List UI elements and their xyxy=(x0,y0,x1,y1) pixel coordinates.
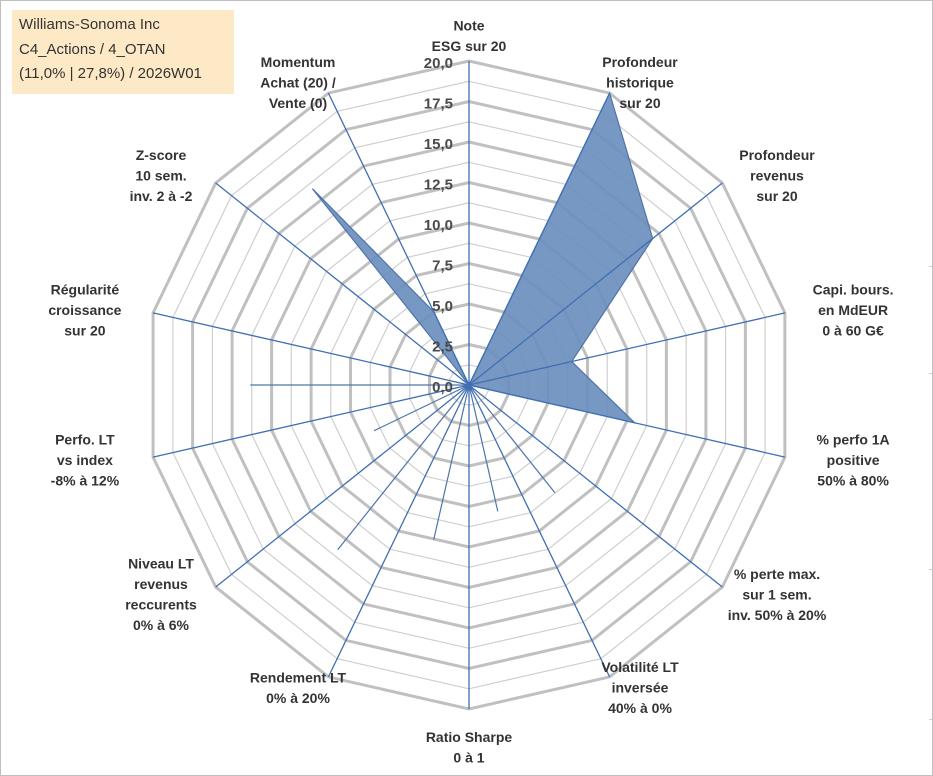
axis-label-line: inv. 2 à -2 xyxy=(130,188,193,204)
axis-label-line: -8% à 12% xyxy=(51,472,120,488)
axis-spoke xyxy=(152,312,470,386)
axis-label-line: Niveau LT xyxy=(128,556,194,572)
tick-label: 12,5 xyxy=(424,177,453,194)
tick-label: 15,0 xyxy=(424,136,453,153)
axis-label-line: Note xyxy=(453,18,484,34)
axis-label-line: Régularité xyxy=(51,282,120,298)
axis-spoke xyxy=(215,182,470,386)
axis-label-line: Profondeur xyxy=(602,54,678,70)
axis-spoke xyxy=(327,92,470,386)
axis-label-line: Volatilité LT xyxy=(601,659,679,675)
gridline-tick xyxy=(929,373,932,374)
axis-spoke xyxy=(468,384,786,458)
axis-label: Régularité croissance sur 20 xyxy=(48,282,121,339)
axis-label: Profondeur revenus sur 20 xyxy=(739,147,815,204)
axis-label-line: en MdEUR xyxy=(818,302,888,318)
axis-label-line: reccurents xyxy=(125,597,197,613)
axis-spoke xyxy=(468,92,611,386)
axis-label-line: 0% à 6% xyxy=(133,617,190,633)
axis-label-line: inv. 50% à 20% xyxy=(728,607,827,623)
axis-label-line: vs index xyxy=(57,452,113,468)
axis-label-line: sur 20 xyxy=(619,95,660,111)
chart-title-category: C4_Actions / 4_OTAN xyxy=(19,40,166,58)
axis-label-line: 40% à 0% xyxy=(608,700,672,716)
gridline-tick xyxy=(929,569,932,570)
axis-label-line: Vente (0) xyxy=(269,95,327,111)
tick-label: 20,0 xyxy=(424,55,453,72)
axis-label: Profondeur historique sur 20 xyxy=(602,54,678,111)
axis-label: Perfo. LT vs index -8% à 12% xyxy=(51,431,120,488)
tick-label: 5,0 xyxy=(432,298,453,315)
axis-spoke xyxy=(468,312,786,386)
axis-label-line: % perte max. xyxy=(734,566,820,582)
axis-label: Note ESG sur 20 xyxy=(432,18,507,55)
tick-label: 10,0 xyxy=(424,217,453,234)
axis-label-line: 0 à 1 xyxy=(453,750,484,766)
data-series-area xyxy=(250,91,654,551)
axis-spoke xyxy=(468,384,723,588)
axis-label-line: % perfo 1A xyxy=(817,431,890,447)
axis-label-line: revenus xyxy=(750,168,804,184)
axis-label-line: revenus xyxy=(134,576,188,592)
axis-label: Rendement LT 0% à 20% xyxy=(250,670,347,707)
tick-label: 2,5 xyxy=(432,339,453,356)
chart-title-box: Williams-Sonoma Inc C4_Actions / 4_OTAN … xyxy=(12,10,234,94)
axis-label-line: Z-score xyxy=(136,147,187,163)
axis-spoke xyxy=(468,182,723,386)
axis-label: % perte max. sur 1 sem. inv. 50% à 20% xyxy=(728,566,827,623)
axis-label-line: Profondeur xyxy=(739,147,815,163)
axis-label-line: sur 20 xyxy=(756,188,797,204)
gridline-tick xyxy=(929,719,932,720)
tick-label: 17,5 xyxy=(424,96,453,113)
chart-title-company: Williams-Sonoma Inc xyxy=(19,16,160,33)
axis-label-line: Ratio Sharpe xyxy=(426,729,513,745)
axis-label-line: croissance xyxy=(48,302,121,318)
axis-label-line: Achat (20) / xyxy=(260,74,336,90)
axis-label-line: inversée xyxy=(612,680,669,696)
axis-label-line: 0 à 60 G€ xyxy=(822,323,884,339)
axis-label: Momentum Achat (20) / Vente (0) xyxy=(260,54,336,111)
tick-label: 0,0 xyxy=(432,379,453,396)
axis-label-line: historique xyxy=(606,74,674,90)
axis-label-line: sur 1 sem. xyxy=(742,587,811,603)
tick-label: 7,5 xyxy=(432,258,453,275)
axis-label-line: 50% à 80% xyxy=(817,472,889,488)
axis-label-line: 0% à 20% xyxy=(266,690,330,706)
axis-label: Ratio Sharpe 0 à 1 xyxy=(426,729,513,766)
axis-label-line: sur 20 xyxy=(64,323,105,339)
chart-title-stats: (11,0% | 27,8%) / 2026W01 xyxy=(19,65,202,82)
axis-label-line: Rendement LT xyxy=(250,670,347,686)
axis-label-line: ESG sur 20 xyxy=(432,38,507,54)
axis-label-line: Capi. bours. xyxy=(813,282,894,298)
axis-spoke xyxy=(468,384,611,678)
axis-label: Z-score 10 sem. inv. 2 à -2 xyxy=(130,147,193,204)
gridline-tick xyxy=(929,266,932,267)
axis-label-line: 10 sem. xyxy=(135,168,186,184)
axis-spoke xyxy=(152,384,470,458)
axis-label: Volatilité LT inversée 40% à 0% xyxy=(601,659,679,716)
axis-label: Capi. bours. en MdEUR 0 à 60 G€ xyxy=(813,282,894,339)
axis-label-line: Perfo. LT xyxy=(55,431,115,447)
axis-label-line: Momentum xyxy=(261,54,336,70)
axis-label-line: positive xyxy=(827,452,880,468)
axis-label: Niveau LT revenus reccurents 0% à 6% xyxy=(125,556,197,634)
axis-spoke xyxy=(327,384,470,678)
axis-spoke xyxy=(215,384,470,588)
axis-label: % perfo 1A positive 50% à 80% xyxy=(817,431,890,488)
